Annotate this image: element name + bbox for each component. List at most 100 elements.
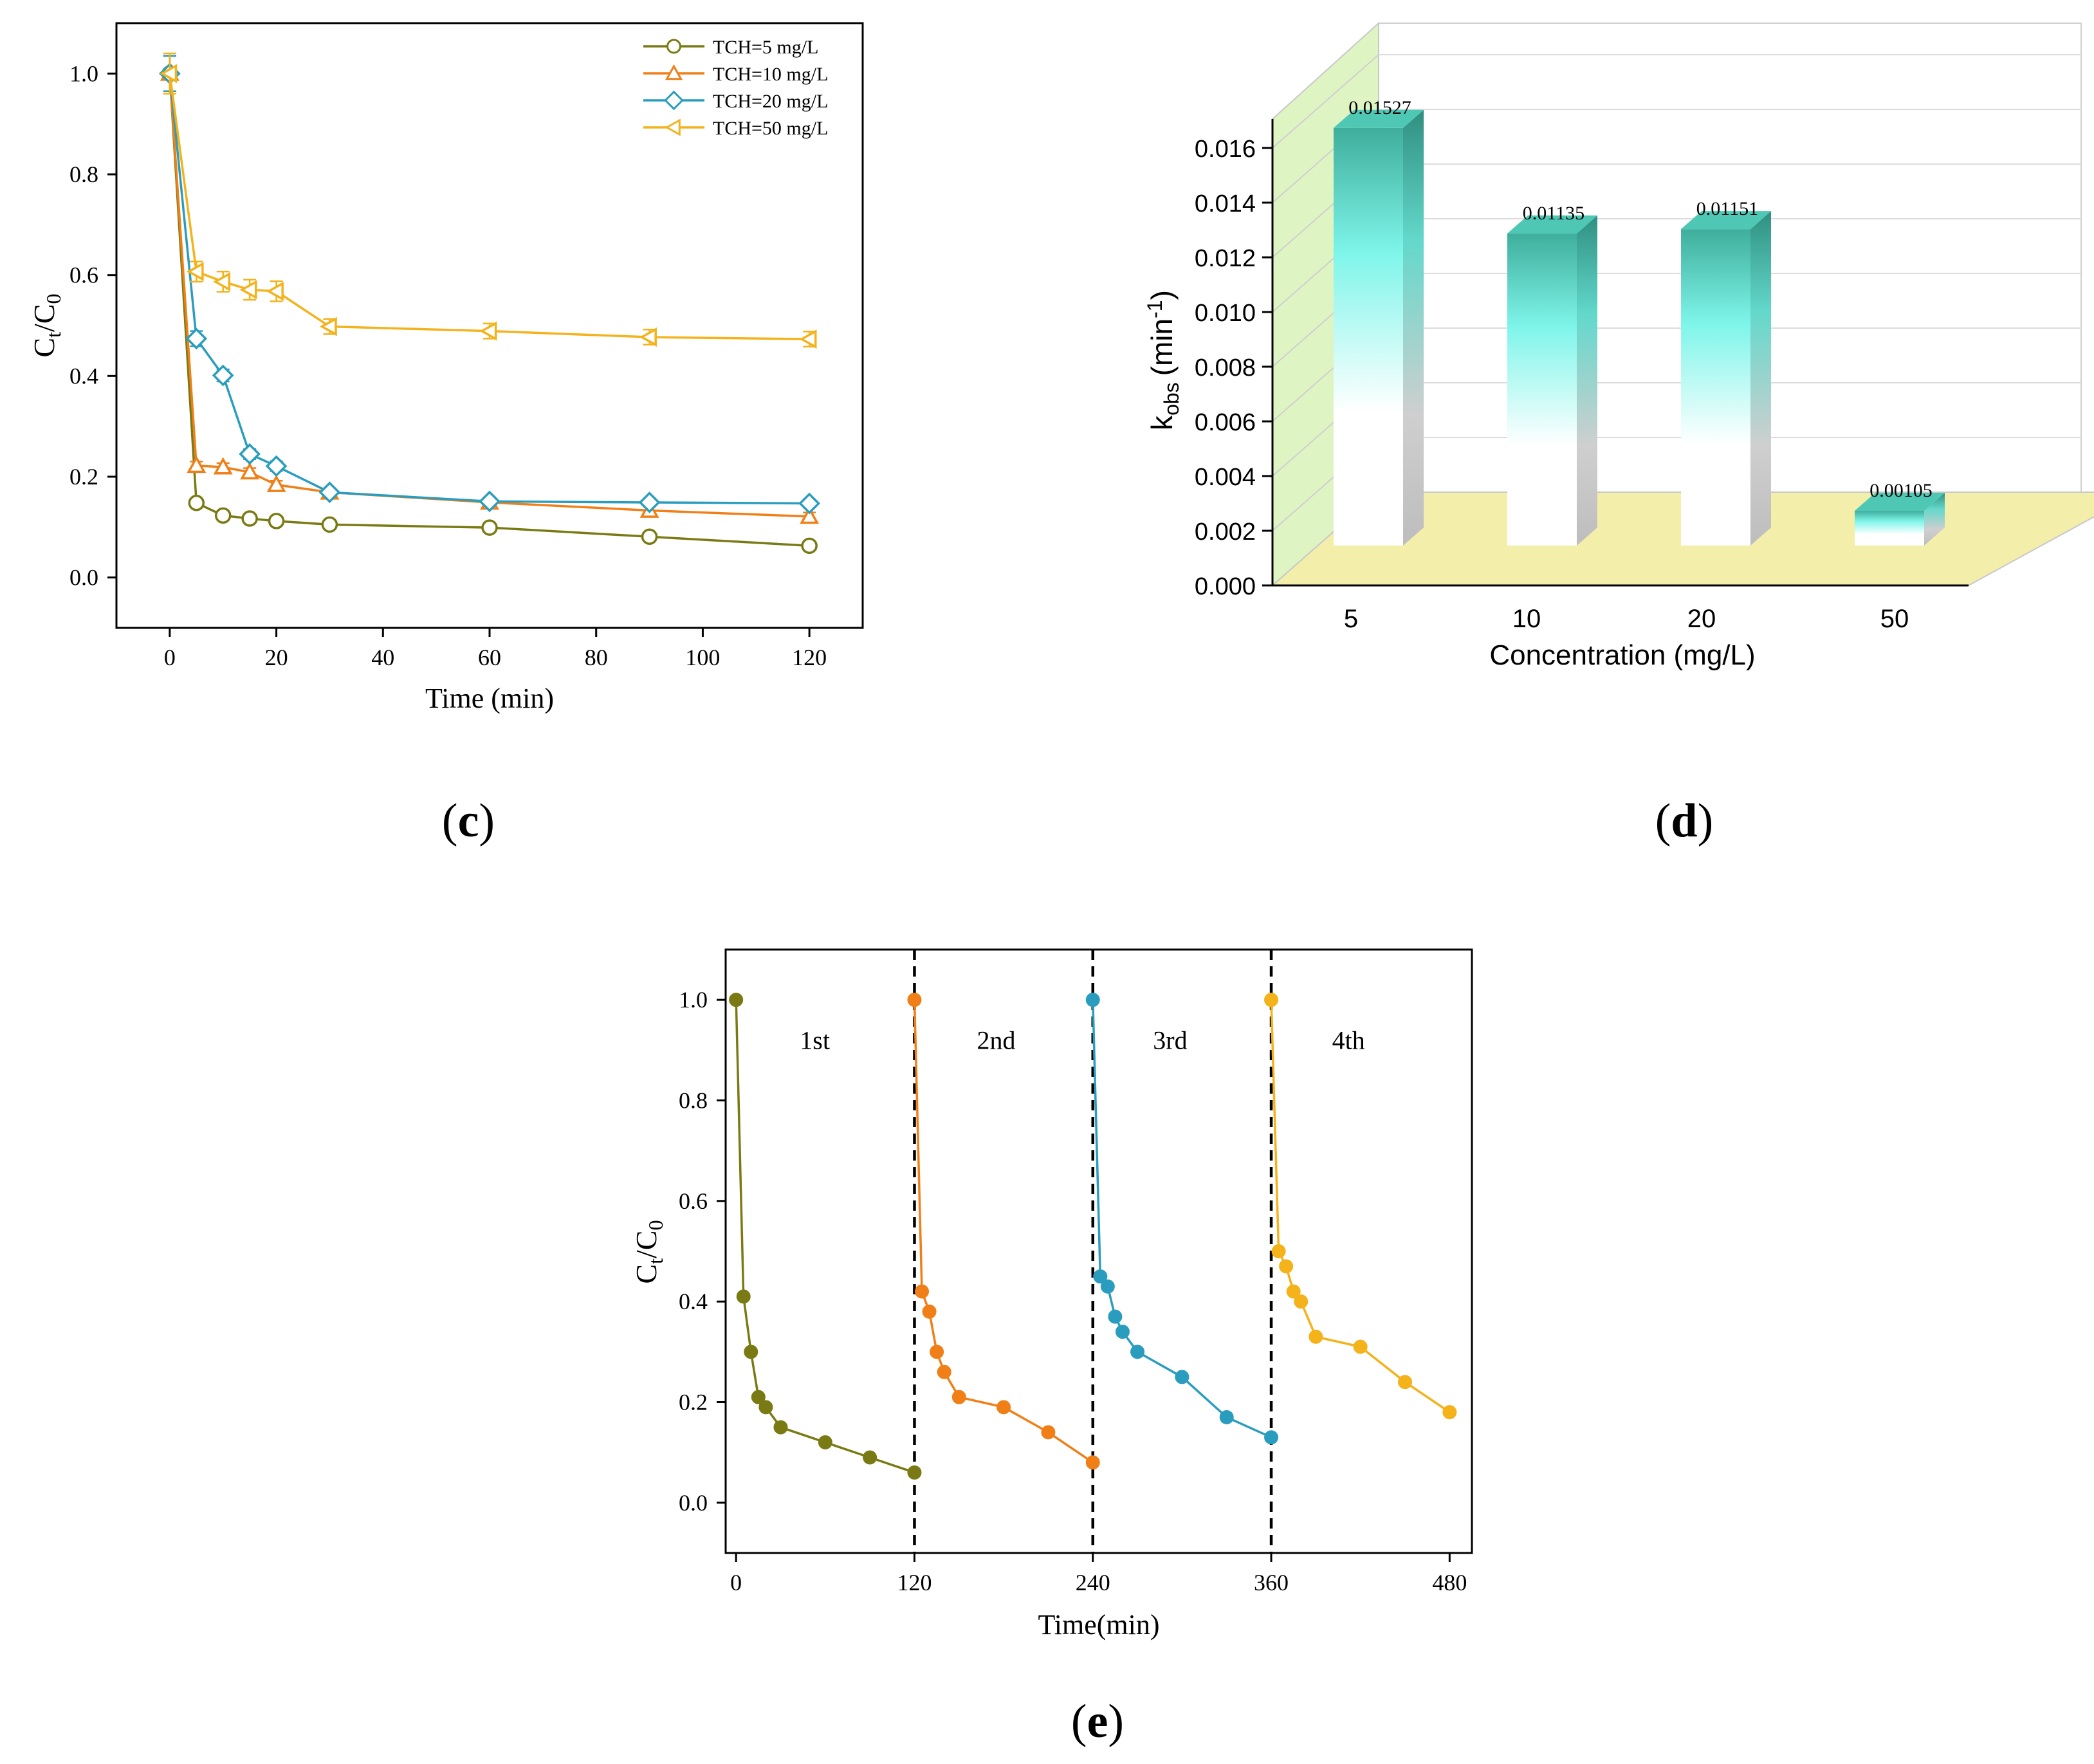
- y-tick-label: 0.014: [1195, 190, 1256, 217]
- data-point: [800, 506, 820, 524]
- panel-label-c: (c): [442, 795, 495, 847]
- data-point: [213, 457, 233, 475]
- data-point: [481, 519, 498, 536]
- data-point: [1442, 1405, 1457, 1420]
- data-point: [1309, 1329, 1323, 1344]
- x-tick-label: 50: [1880, 605, 1909, 633]
- data-point: [641, 528, 658, 545]
- data-point: [319, 317, 337, 336]
- data-point: [798, 492, 821, 515]
- data-point: [1398, 1375, 1413, 1390]
- data-point: [773, 1420, 788, 1435]
- data-point: [1130, 1345, 1145, 1359]
- data-point: [1108, 1309, 1123, 1324]
- data-point: [1279, 1259, 1294, 1274]
- data-point: [1264, 1430, 1279, 1445]
- panel-label-d: (d): [1655, 795, 1713, 847]
- y-axis-label-part-3: 0: [644, 1220, 667, 1230]
- panel-label-close: ): [1698, 795, 1714, 847]
- y-axis-label-part: (min: [1145, 318, 1179, 376]
- x-tick-label: 240: [1076, 1570, 1110, 1595]
- y-tick-label: 0.4: [69, 363, 98, 389]
- x-axis-label: Concentration (mg/L): [1489, 639, 1755, 671]
- data-point: [1286, 1284, 1301, 1299]
- y-tick-label: 0.008: [1195, 354, 1256, 381]
- data-point: [239, 280, 257, 300]
- bar-front: [1507, 233, 1577, 546]
- bar-front: [1334, 127, 1403, 546]
- y-tick-label: 0.012: [1195, 245, 1256, 272]
- y-axis-label-part-3: 0: [42, 293, 65, 304]
- data-point: [188, 494, 205, 511]
- bar-top: [1507, 215, 1597, 234]
- panel-label-close: ): [1108, 1695, 1124, 1748]
- data-point: [186, 262, 204, 282]
- y-tick-label: 0.004: [1195, 464, 1256, 491]
- x-tick-label: 20: [265, 645, 288, 670]
- data-point: [239, 443, 261, 465]
- data-label: 0.00105: [1869, 480, 1933, 501]
- data-point: [1264, 993, 1279, 1007]
- legend-marker: [666, 39, 681, 54]
- panel-label-open: (: [442, 795, 458, 847]
- data-point: [479, 490, 501, 513]
- cycle-label: 2nd: [977, 1026, 1016, 1055]
- legend-marker: [665, 64, 683, 80]
- x-tick-label: 0: [730, 1570, 742, 1595]
- data-point: [1085, 1455, 1100, 1470]
- series-line-0: [169, 73, 810, 547]
- data-point: [638, 492, 661, 513]
- x-axis-label: Time(min): [1038, 1609, 1159, 1640]
- y-tick-label: 0.4: [679, 1289, 708, 1314]
- side-gridline: [1272, 54, 1379, 149]
- data-point: [1093, 1269, 1108, 1284]
- legend-label: TCH=20 mg/L: [713, 91, 828, 112]
- y-tick-label: 0.002: [1195, 519, 1256, 546]
- data-point: [1085, 993, 1100, 1007]
- data-point: [751, 1390, 766, 1404]
- data-label: 0.01151: [1696, 198, 1758, 219]
- cycle-label: 3rd: [1153, 1026, 1187, 1055]
- data-point: [240, 462, 260, 480]
- y-tick-label: 0.8: [69, 161, 98, 187]
- y-axis-label: kobs (min-1): [1143, 290, 1183, 430]
- x-tick-label: 5: [1344, 605, 1358, 633]
- y-axis-label: Ct/C0: [630, 1220, 667, 1283]
- panel-label-open: (: [1655, 795, 1671, 847]
- data-point: [736, 1289, 751, 1304]
- x-tick-label: 80: [585, 645, 608, 670]
- y-tick-label: 0.8: [679, 1088, 708, 1114]
- x-tick-label: 60: [478, 645, 501, 670]
- data-point: [915, 1284, 930, 1299]
- y-axis-label-part: -1: [1143, 300, 1166, 318]
- y-tick-label: 0.0: [69, 565, 98, 591]
- data-point: [1271, 1244, 1286, 1258]
- x-tick-label: 10: [1512, 605, 1541, 633]
- data-point: [1175, 1370, 1189, 1384]
- data-point: [922, 1304, 937, 1319]
- data-point: [213, 271, 231, 291]
- data-point: [187, 455, 207, 473]
- panel-label-letter: e: [1087, 1695, 1108, 1748]
- y-axis-label-part-0: C: [630, 1264, 663, 1284]
- data-point: [479, 321, 497, 341]
- data-point: [266, 474, 286, 492]
- x-tick-label: 120: [792, 645, 827, 670]
- data-point: [758, 1400, 773, 1415]
- x-tick-label: 360: [1254, 1570, 1289, 1595]
- data-point: [1353, 1339, 1368, 1354]
- y-axis-label-part-0: C: [28, 338, 60, 358]
- series-line-3: [169, 73, 810, 340]
- data-point: [214, 507, 232, 524]
- y-axis-label-part-1: t: [644, 1258, 667, 1264]
- y-tick-label: 1.0: [69, 60, 98, 86]
- series-line-1: [913, 1000, 1094, 1464]
- y-tick-label: 0.2: [69, 464, 98, 490]
- bar-side: [1750, 211, 1771, 546]
- y-tick-label: 0.6: [679, 1188, 708, 1214]
- panel-d-chart: 0.000 0.002 0.004 0.006 0.008 0.010 0.012 0.014…: [1143, 21, 2094, 847]
- x-tick-label: 120: [897, 1570, 932, 1595]
- data-point: [1115, 1325, 1130, 1339]
- data-point: [907, 1465, 922, 1480]
- data-point: [266, 281, 284, 301]
